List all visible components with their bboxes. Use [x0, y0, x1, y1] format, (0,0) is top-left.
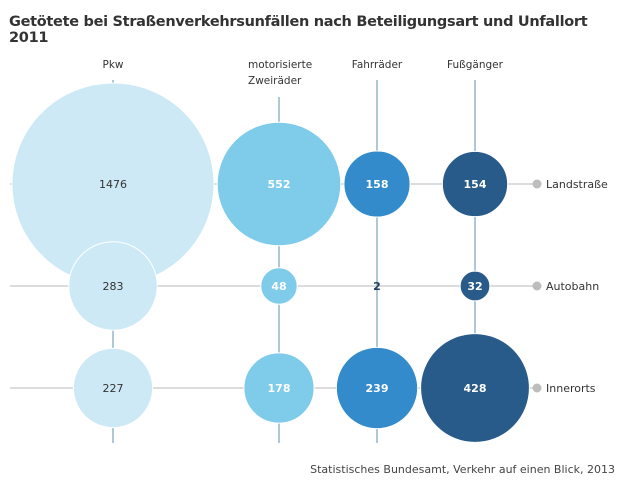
bubble — [72, 347, 154, 429]
bubble — [420, 333, 530, 443]
row-label: Autobahn — [546, 280, 599, 293]
data-label: 239 — [366, 382, 389, 395]
data-label: 48 — [271, 280, 286, 293]
bubble — [243, 352, 315, 424]
bubble — [343, 150, 411, 218]
bubble — [441, 150, 509, 218]
bubble — [459, 270, 491, 302]
data-label: 158 — [366, 178, 389, 191]
data-label: 283 — [103, 280, 124, 293]
column-label: Fußgänger — [447, 59, 504, 71]
data-label: 32 — [467, 280, 482, 293]
data-label: 2 — [373, 280, 381, 293]
source-note: Statistisches Bundesamt, Verkehr auf ein… — [310, 463, 615, 476]
data-label: 1476 — [99, 178, 127, 191]
bubble — [335, 346, 419, 430]
bubble — [260, 267, 298, 305]
row-marker-icon — [532, 383, 542, 393]
column-label: Zweiräder — [248, 75, 302, 87]
column-label: motorisierte — [248, 59, 312, 71]
data-label: 154 — [464, 178, 487, 191]
row-label: Landstraße — [546, 178, 608, 191]
chart-title: Getötete bei Straßenverkehrsunfällen nac… — [9, 14, 588, 46]
row-label: Innerorts — [546, 382, 596, 395]
column-label: Fahrräder — [352, 59, 403, 71]
column-label: Pkw — [103, 59, 124, 71]
row-marker-icon — [532, 281, 542, 291]
data-label: 428 — [464, 382, 487, 395]
data-label: 552 — [268, 178, 291, 191]
bubble — [216, 121, 342, 247]
bubble — [68, 241, 158, 331]
row-marker-icon — [532, 179, 542, 189]
data-label: 227 — [103, 382, 124, 395]
data-label: 178 — [268, 382, 291, 395]
